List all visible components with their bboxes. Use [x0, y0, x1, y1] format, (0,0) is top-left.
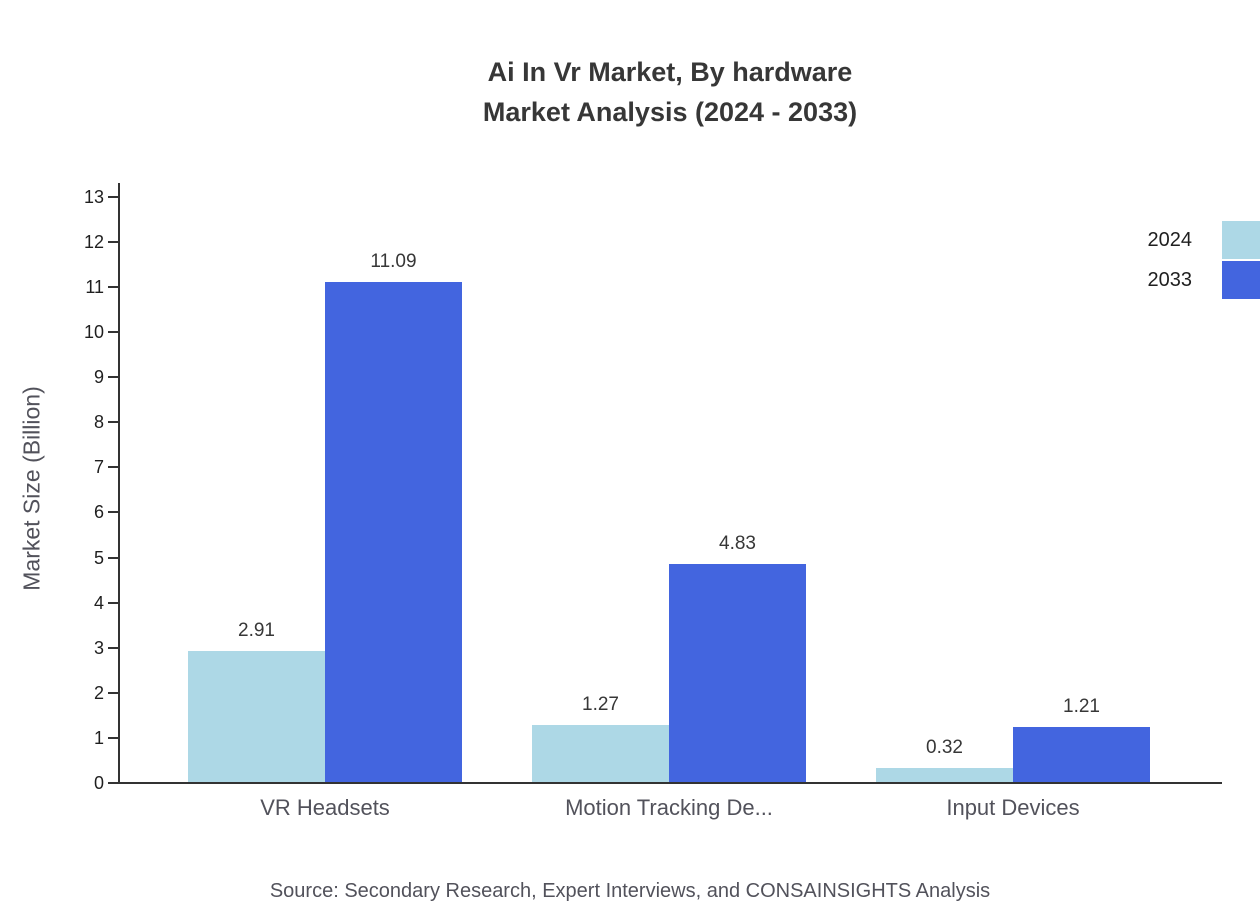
y-tick-mark	[108, 240, 118, 243]
x-axis-line	[108, 782, 1222, 784]
y-tick-label: 3	[93, 637, 104, 658]
value-label: 1.27	[582, 693, 619, 715]
bar-2024-3	[876, 767, 1013, 782]
y-tick-mark	[108, 601, 118, 604]
bar-2033-2	[669, 564, 806, 782]
value-label: 4.83	[719, 533, 756, 555]
y-tick-mark	[108, 466, 118, 469]
chart-title-line1: Ai In Vr Market, By hardware	[487, 57, 853, 87]
bar-2024-2	[532, 724, 669, 782]
category-label: Input Devices	[946, 795, 1080, 820]
y-tick-mark	[108, 691, 118, 694]
y-axis-title: Market Size (Billion)	[18, 386, 45, 591]
y-tick-label: 13	[83, 186, 104, 207]
value-label: 11.09	[370, 250, 417, 272]
bar-2033-1	[325, 281, 462, 782]
y-tick-mark	[108, 556, 118, 559]
y-tick-mark	[108, 421, 118, 424]
legend-swatch	[1222, 261, 1260, 299]
category-label: Motion Tracking De...	[565, 795, 773, 820]
y-tick-label: 6	[93, 502, 104, 523]
y-tick-label: 1	[93, 727, 104, 748]
y-tick-mark	[108, 782, 118, 784]
y-axis-line	[118, 183, 120, 784]
value-label: 2.91	[238, 619, 275, 641]
legend-item-2033: 2033	[1100, 261, 1260, 299]
y-tick-mark	[108, 285, 118, 288]
value-label: 0.32	[926, 736, 963, 758]
y-tick-mark	[108, 195, 118, 198]
y-tick-mark	[108, 511, 118, 514]
y-tick-label: 7	[93, 457, 104, 478]
y-tick-label: 8	[93, 412, 104, 433]
legend-item-2024: 2024	[1100, 221, 1260, 259]
y-tick-label: 4	[93, 592, 104, 613]
y-tick-mark	[108, 646, 118, 649]
y-tick-label: 11	[85, 276, 104, 297]
category-label: VR Headsets	[260, 795, 390, 820]
chart-title: Ai In Vr Market, By hardware Market Anal…	[80, 52, 1260, 132]
y-tick-label: 0	[93, 773, 104, 793]
y-tick-label: 9	[93, 367, 104, 388]
y-tick-label: 10	[83, 322, 104, 342]
y-tick-mark	[108, 736, 118, 739]
y-tick-label: 5	[93, 547, 104, 568]
y-tick-mark	[108, 331, 118, 333]
legend-label: 2024	[1147, 229, 1193, 251]
bar-2024-1	[188, 650, 325, 782]
value-label: 1.21	[1063, 696, 1100, 718]
chart-title-line2: Market Analysis (2024 - 2033)	[482, 97, 858, 127]
source-note: Source: Secondary Research, Expert Inter…	[269, 880, 991, 902]
y-tick-label: 12	[83, 231, 104, 252]
legend-swatch	[1222, 221, 1260, 259]
y-tick-mark	[108, 376, 118, 379]
y-tick-label: 2	[93, 682, 104, 703]
bar-2033-3	[1013, 727, 1150, 782]
legend-label: 2033	[1147, 269, 1193, 291]
